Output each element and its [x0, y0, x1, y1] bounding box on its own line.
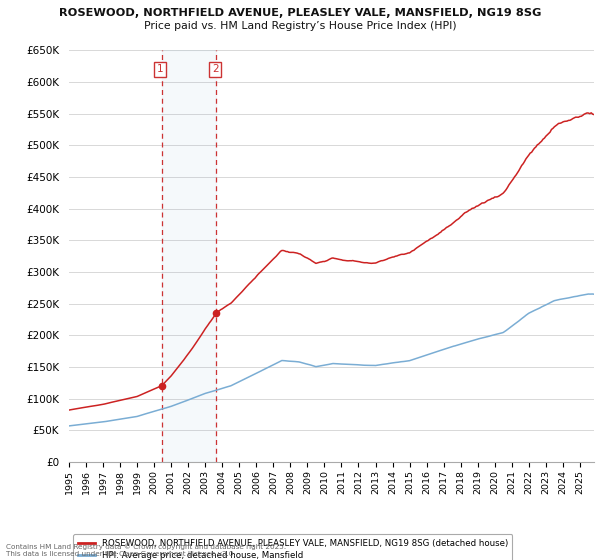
- Text: 2: 2: [212, 64, 218, 74]
- Text: 1: 1: [157, 64, 164, 74]
- Legend: ROSEWOOD, NORTHFIELD AVENUE, PLEASLEY VALE, MANSFIELD, NG19 8SG (detached house): ROSEWOOD, NORTHFIELD AVENUE, PLEASLEY VA…: [73, 534, 512, 560]
- Text: Price paid vs. HM Land Registry’s House Price Index (HPI): Price paid vs. HM Land Registry’s House …: [143, 21, 457, 31]
- Bar: [161, 50, 217, 462]
- Text: ROSEWOOD, NORTHFIELD AVENUE, PLEASLEY VALE, MANSFIELD, NG19 8SG: ROSEWOOD, NORTHFIELD AVENUE, PLEASLEY VA…: [59, 8, 541, 18]
- Text: Contains HM Land Registry data © Crown copyright and database right 2025.
This d: Contains HM Land Registry data © Crown c…: [6, 544, 286, 557]
